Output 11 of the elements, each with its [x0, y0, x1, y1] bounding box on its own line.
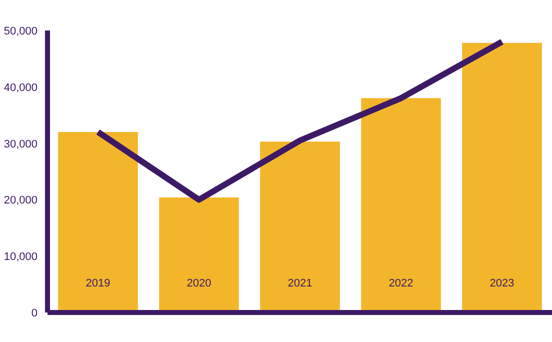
y-tick-label: 0: [31, 308, 38, 320]
x-tick-label: 2022: [388, 278, 414, 290]
y-tick-label: 10,000: [4, 251, 38, 264]
x-tick-label: 2019: [86, 278, 110, 290]
x-tick-label: 2020: [186, 278, 212, 290]
x-tick-label: 2021: [288, 278, 312, 290]
y-tick-label: 50,000: [4, 26, 38, 38]
x-tick-label: 2023: [490, 278, 514, 290]
y-tick-label: 30,000: [4, 138, 38, 150]
y-tick-label: 20,000: [4, 194, 38, 207]
y-tick-label: 40,000: [4, 82, 38, 94]
